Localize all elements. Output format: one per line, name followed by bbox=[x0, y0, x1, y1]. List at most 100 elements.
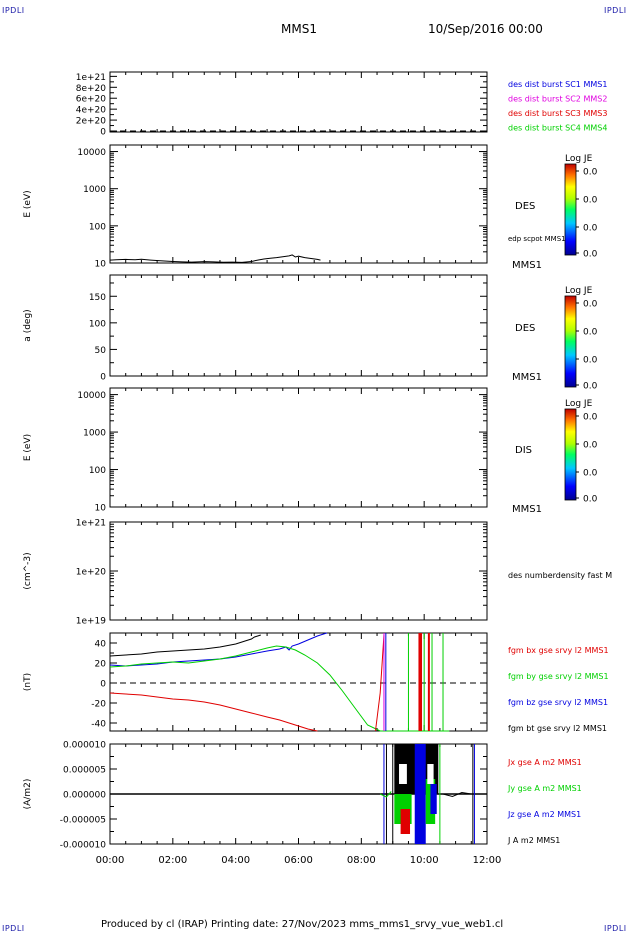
panel-right-label: DES bbox=[515, 323, 535, 334]
y-axis-label: (nT) bbox=[23, 673, 33, 691]
spacecraft-title: MMS1 bbox=[281, 22, 317, 36]
y-tick-label: 0.000000 bbox=[63, 791, 106, 801]
colorbar-title: Log JE bbox=[565, 154, 593, 164]
y-tick-label: 6e+20 bbox=[76, 95, 107, 105]
corner-label-bottom-right: IPDLI bbox=[604, 924, 627, 933]
panel-right-label: DES bbox=[515, 201, 535, 212]
colorbar-tick-label: 0.0 bbox=[583, 495, 598, 505]
y-tick-label: -40 bbox=[91, 720, 106, 730]
series-line bbox=[109, 254, 321, 263]
y-tick-label: 10 bbox=[95, 504, 107, 514]
y-tick-label: 0 bbox=[100, 128, 106, 138]
y-tick-label: 50 bbox=[95, 346, 107, 356]
series-line bbox=[379, 791, 392, 798]
y-tick-label: 1000 bbox=[83, 429, 106, 439]
legend-entry: Jx gse A m2 MMS1 bbox=[507, 758, 582, 767]
current-band-Jz bbox=[414, 744, 426, 844]
colorbar-tick-label: 0.0 bbox=[583, 224, 598, 234]
colorbar-gradient bbox=[564, 163, 577, 256]
y-tick-label: -20 bbox=[91, 700, 106, 710]
colorbar-tick-label: 0.0 bbox=[583, 382, 598, 392]
legend-entry: fgm bt gse srvy l2 MMS1 bbox=[508, 724, 607, 733]
x-tick-label: 08:00 bbox=[347, 855, 376, 866]
colorbar-gradient bbox=[564, 408, 577, 501]
series-line bbox=[109, 692, 318, 732]
y-tick-label: 0.000010 bbox=[63, 741, 106, 751]
y-tick-label: 1e+20 bbox=[76, 568, 107, 578]
legend-entry: fgm bz gse srvy l2 MMS1 bbox=[508, 698, 608, 707]
colorbar-tick-label: 0.0 bbox=[583, 328, 598, 338]
colorbar-tick-label: 0.0 bbox=[583, 250, 598, 260]
colorbar-title: Log JE bbox=[565, 399, 593, 409]
x-tick-label: 04:00 bbox=[221, 855, 250, 866]
colorbar-tick-label: 0.0 bbox=[583, 168, 598, 178]
y-tick-label: 40 bbox=[95, 640, 107, 650]
panel-bottom-right-label: MMS1 bbox=[512, 260, 542, 271]
y-tick-label: 150 bbox=[89, 293, 106, 303]
colorbar-title: Log JE bbox=[565, 286, 593, 296]
panel-2-frame bbox=[109, 144, 488, 264]
legend-entry: Jy gse A m2 MMS1 bbox=[507, 784, 582, 793]
y-axis-label: E (eV) bbox=[23, 434, 33, 461]
y-tick-label: 1e+21 bbox=[76, 73, 106, 83]
y-axis-label: (cm^-3) bbox=[23, 552, 33, 589]
y-tick-label: 2e+20 bbox=[76, 117, 107, 127]
series-line bbox=[109, 632, 327, 667]
corner-label-top-left: IPDLI bbox=[2, 6, 25, 15]
colorbar-tick-label: 0.0 bbox=[583, 469, 598, 479]
y-tick-label: 10000 bbox=[77, 391, 106, 401]
series-line bbox=[109, 645, 450, 732]
panel-6-frame bbox=[109, 632, 488, 732]
series-line bbox=[374, 634, 385, 732]
y-tick-label: 0 bbox=[100, 680, 106, 690]
x-tick-label: 10:00 bbox=[410, 855, 439, 866]
legend-entry: des dist burst SC3 MMS3 bbox=[508, 109, 607, 118]
legend-entry: des dist burst SC4 MMS4 bbox=[508, 124, 607, 133]
x-tick-label: 02:00 bbox=[158, 855, 187, 866]
legend-entry: des dist burst SC2 MMS2 bbox=[508, 95, 607, 104]
current-band-Jz bbox=[430, 784, 437, 814]
y-tick-label: 100 bbox=[89, 319, 106, 329]
y-axis-label: (A/m2) bbox=[23, 779, 33, 810]
date-title: 10/Sep/2016 00:00 bbox=[428, 22, 543, 36]
panel-4-frame bbox=[109, 387, 488, 508]
x-tick-label: 06:00 bbox=[284, 855, 313, 866]
legend-entry: J A m2 MMS1 bbox=[507, 836, 560, 845]
panel-bottom-right-label: MMS1 bbox=[512, 504, 542, 515]
panel-right-sublabel: edp scpot MMS1 bbox=[508, 235, 566, 243]
y-tick-label: 20 bbox=[95, 660, 107, 670]
y-tick-label: -0.000010 bbox=[60, 841, 106, 851]
colorbar-tick-label: 0.0 bbox=[583, 196, 598, 206]
legend-entry: Jz gse A m2 MMS1 bbox=[507, 810, 581, 819]
corner-label-top-right: IPDLI bbox=[604, 6, 627, 15]
y-tick-label: 100 bbox=[89, 466, 106, 476]
legend-entry: fgm by gse srvy l2 MMS1 bbox=[508, 672, 609, 681]
y-tick-label: 100 bbox=[89, 222, 106, 232]
colorbar-gradient bbox=[564, 295, 577, 388]
colorbar-tick-label: 0.0 bbox=[583, 300, 598, 310]
panel-1-frame bbox=[109, 71, 488, 133]
panel-5-frame bbox=[109, 521, 488, 621]
y-tick-label: 10 bbox=[95, 260, 107, 270]
series-line bbox=[442, 791, 472, 798]
y-axis-label: a (deg) bbox=[23, 309, 33, 341]
current-band-Jx bbox=[400, 809, 411, 834]
y-tick-label: 0.000005 bbox=[63, 766, 106, 776]
y-tick-label: 1e+19 bbox=[76, 617, 107, 627]
series-line bbox=[109, 634, 261, 657]
y-tick-label: 1e+21 bbox=[76, 519, 106, 529]
y-tick-label: 8e+20 bbox=[76, 84, 107, 94]
y-tick-label: -0.000005 bbox=[60, 816, 106, 826]
colorbar-tick-label: 0.0 bbox=[583, 413, 598, 423]
x-tick-label: 00:00 bbox=[96, 855, 125, 866]
current-band-gap bbox=[427, 764, 434, 784]
y-tick-label: 1000 bbox=[83, 185, 106, 195]
corner-label-bottom-left: IPDLI bbox=[2, 924, 25, 933]
panel-3-frame bbox=[109, 274, 488, 377]
x-tick-label: 12:00 bbox=[473, 855, 502, 866]
legend-entry: des dist burst SC1 MMS1 bbox=[508, 80, 607, 89]
footer-text: Produced by cl (IRAP) Printing date: 27/… bbox=[101, 919, 504, 930]
panel-right-label: DIS bbox=[515, 445, 532, 456]
